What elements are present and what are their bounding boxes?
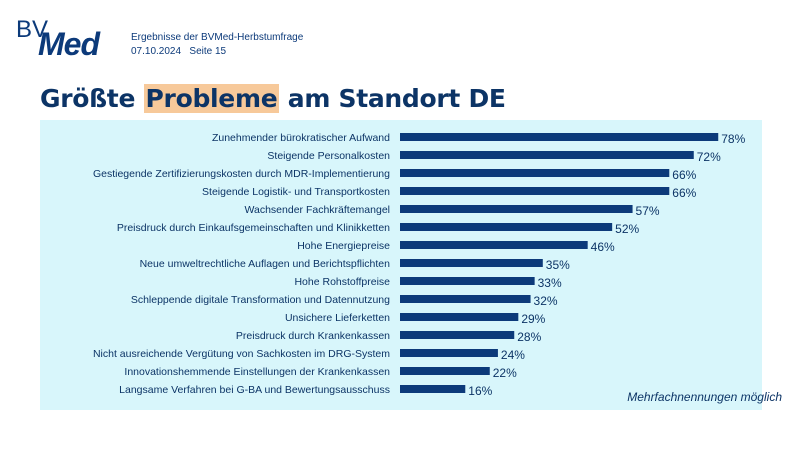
title-highlight: Probleme — [143, 84, 280, 113]
subtitle: Ergebnisse der BVMed-Herbstumfrage — [131, 32, 304, 43]
bar — [400, 205, 633, 213]
bar — [400, 385, 466, 393]
category-label: Steigende Personalkosten — [267, 150, 390, 162]
page-number: Seite 15 — [189, 46, 227, 57]
bar — [400, 313, 519, 321]
category-label: Schleppende digitale Transformation und … — [131, 294, 390, 306]
category-label: Nicht ausreichende Vergütung von Sachkos… — [93, 348, 390, 360]
category-label: Preisdruck durch Krankenkassen — [236, 330, 390, 342]
value-label: 35% — [546, 258, 570, 272]
category-label: Neue umweltrechtliche Auflagen und Beric… — [140, 258, 391, 270]
bar — [400, 223, 613, 231]
category-label: Wachsender Fachkräftemangel — [244, 204, 390, 216]
category-label: Unsichere Lieferketten — [285, 312, 390, 324]
date: 07.10.2024 — [131, 46, 182, 57]
value-label: 72% — [697, 150, 721, 164]
value-label: 52% — [615, 222, 639, 236]
bar — [400, 349, 498, 357]
page-title: Größte Probleme am Standort DE — [40, 84, 506, 113]
bar — [400, 367, 490, 375]
bar — [400, 133, 719, 141]
category-label: Zunehmender bürokratischer Aufwand — [212, 132, 390, 144]
category-label: Hohe Energiepreise — [297, 240, 390, 252]
header-meta: Ergebnisse der BVMed-Herbstumfrage 07.10… — [131, 31, 303, 59]
chart-note: Mehrfachnennungen möglich — [627, 390, 782, 404]
value-label: 16% — [468, 384, 492, 398]
bar — [400, 277, 535, 285]
value-label: 57% — [636, 204, 660, 218]
bar — [400, 151, 694, 159]
category-label: Steigende Logistik- und Transportkosten — [202, 186, 390, 198]
category-label: Hohe Rohstoffpreise — [294, 276, 390, 288]
bar — [400, 241, 588, 249]
category-label: Langsame Verfahren bei G-BA und Bewertun… — [119, 384, 390, 396]
value-label: 46% — [591, 240, 615, 254]
bar — [400, 295, 531, 303]
value-label: 22% — [493, 366, 517, 380]
value-label: 29% — [521, 312, 545, 326]
bar — [400, 187, 670, 195]
bar — [400, 259, 543, 267]
category-label: Preisdruck durch Einkaufsgemeinschaften … — [117, 222, 390, 234]
category-label: Innovationshemmende Einstellungen der Kr… — [124, 366, 390, 378]
value-label: 32% — [534, 294, 558, 308]
value-label: 33% — [538, 276, 562, 290]
value-label: 66% — [672, 168, 696, 182]
value-label: 24% — [501, 348, 525, 362]
category-label: Gestiegende Zertifizierungskosten durch … — [93, 168, 390, 180]
value-label: 66% — [672, 186, 696, 200]
bar — [400, 169, 670, 177]
bar — [400, 331, 515, 339]
value-label: 78% — [721, 132, 745, 146]
value-label: 28% — [517, 330, 541, 344]
